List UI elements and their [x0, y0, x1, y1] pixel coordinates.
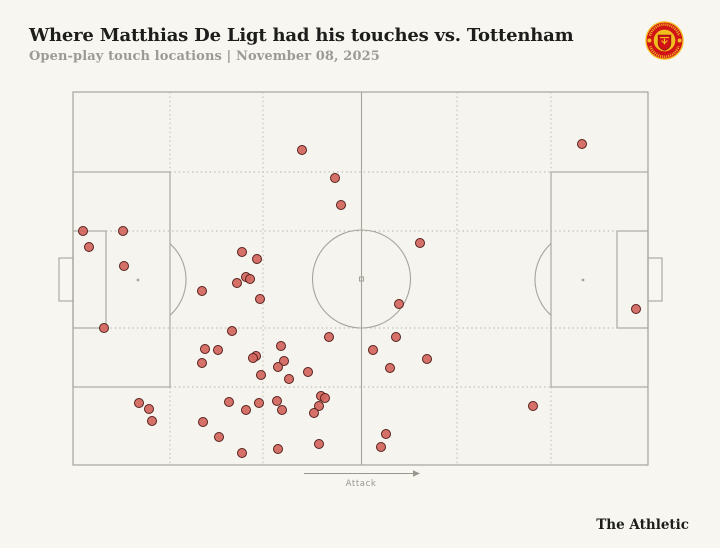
brand-logo: The Athletic	[596, 517, 689, 533]
touch-dot	[237, 247, 247, 257]
touch-dot	[422, 354, 432, 364]
touch-dot	[99, 323, 109, 333]
touch-dot	[631, 304, 641, 314]
touch-dot	[297, 145, 307, 155]
right-goal	[647, 257, 663, 302]
touch-dot	[241, 405, 251, 415]
touch-dot	[394, 299, 404, 309]
touch-dot	[252, 254, 262, 264]
touch-dot	[385, 363, 395, 373]
touch-dot	[232, 278, 242, 288]
touch-dot	[256, 370, 266, 380]
touch-dot	[119, 261, 129, 271]
touch-dot	[577, 139, 587, 149]
center-mark	[358, 276, 365, 282]
touch-dot	[254, 398, 264, 408]
touch-dot	[314, 439, 324, 449]
touch-dot	[320, 393, 330, 403]
touch-dot	[314, 401, 324, 411]
manchester-united-crest-icon	[645, 21, 684, 60]
touch-dot	[528, 401, 538, 411]
page-title: Where Matthias De Ligt had his touches v…	[29, 25, 574, 46]
touch-dot	[84, 242, 94, 252]
center-circle	[311, 229, 412, 329]
touch-dot	[78, 226, 88, 236]
touch-dot	[198, 417, 208, 427]
pitch-outline	[72, 91, 649, 466]
touch-dot	[391, 332, 401, 342]
touch-dot	[324, 332, 334, 342]
touch-dot	[277, 405, 287, 415]
touch-dot	[309, 408, 319, 418]
touch-dot	[336, 200, 346, 210]
touch-dot	[381, 429, 391, 439]
right-penalty-arc	[534, 243, 552, 316]
touch-dot	[118, 226, 128, 236]
touch-dot	[272, 396, 282, 406]
touch-dot	[200, 344, 210, 354]
touch-dot	[147, 416, 157, 426]
touch-dot	[276, 341, 286, 351]
touch-dot	[273, 444, 283, 454]
touch-dot	[237, 448, 247, 458]
touch-dot	[144, 404, 154, 414]
crest-svg	[645, 21, 684, 60]
left-goal	[58, 257, 74, 302]
touch-dot	[303, 367, 313, 377]
page-subtitle: Open-play touch locations | November 08,…	[29, 49, 380, 64]
touch-dot	[245, 274, 255, 284]
right-penalty-spot	[581, 278, 585, 282]
touch-dot	[376, 442, 386, 452]
touch-dot	[368, 345, 378, 355]
touch-dot	[284, 374, 294, 384]
touch-dot	[197, 358, 207, 368]
touch-dot	[248, 353, 258, 363]
touch-dot	[415, 238, 425, 248]
touch-dot	[224, 397, 234, 407]
touch-points-layer	[78, 139, 641, 458]
touch-dot	[213, 345, 223, 355]
touch-dot	[197, 286, 207, 296]
touch-dot	[330, 173, 340, 183]
touch-dot	[279, 356, 289, 366]
touch-dot	[227, 326, 237, 336]
touch-dot	[214, 432, 224, 442]
touch-dot	[134, 398, 144, 408]
touch-dot	[255, 294, 265, 304]
left-penalty-spot	[136, 278, 140, 282]
left-penalty-arc	[169, 243, 187, 316]
attack-arrow: Attack	[304, 470, 420, 489]
attack-label: Attack	[346, 479, 377, 489]
touch-dot	[273, 362, 283, 372]
